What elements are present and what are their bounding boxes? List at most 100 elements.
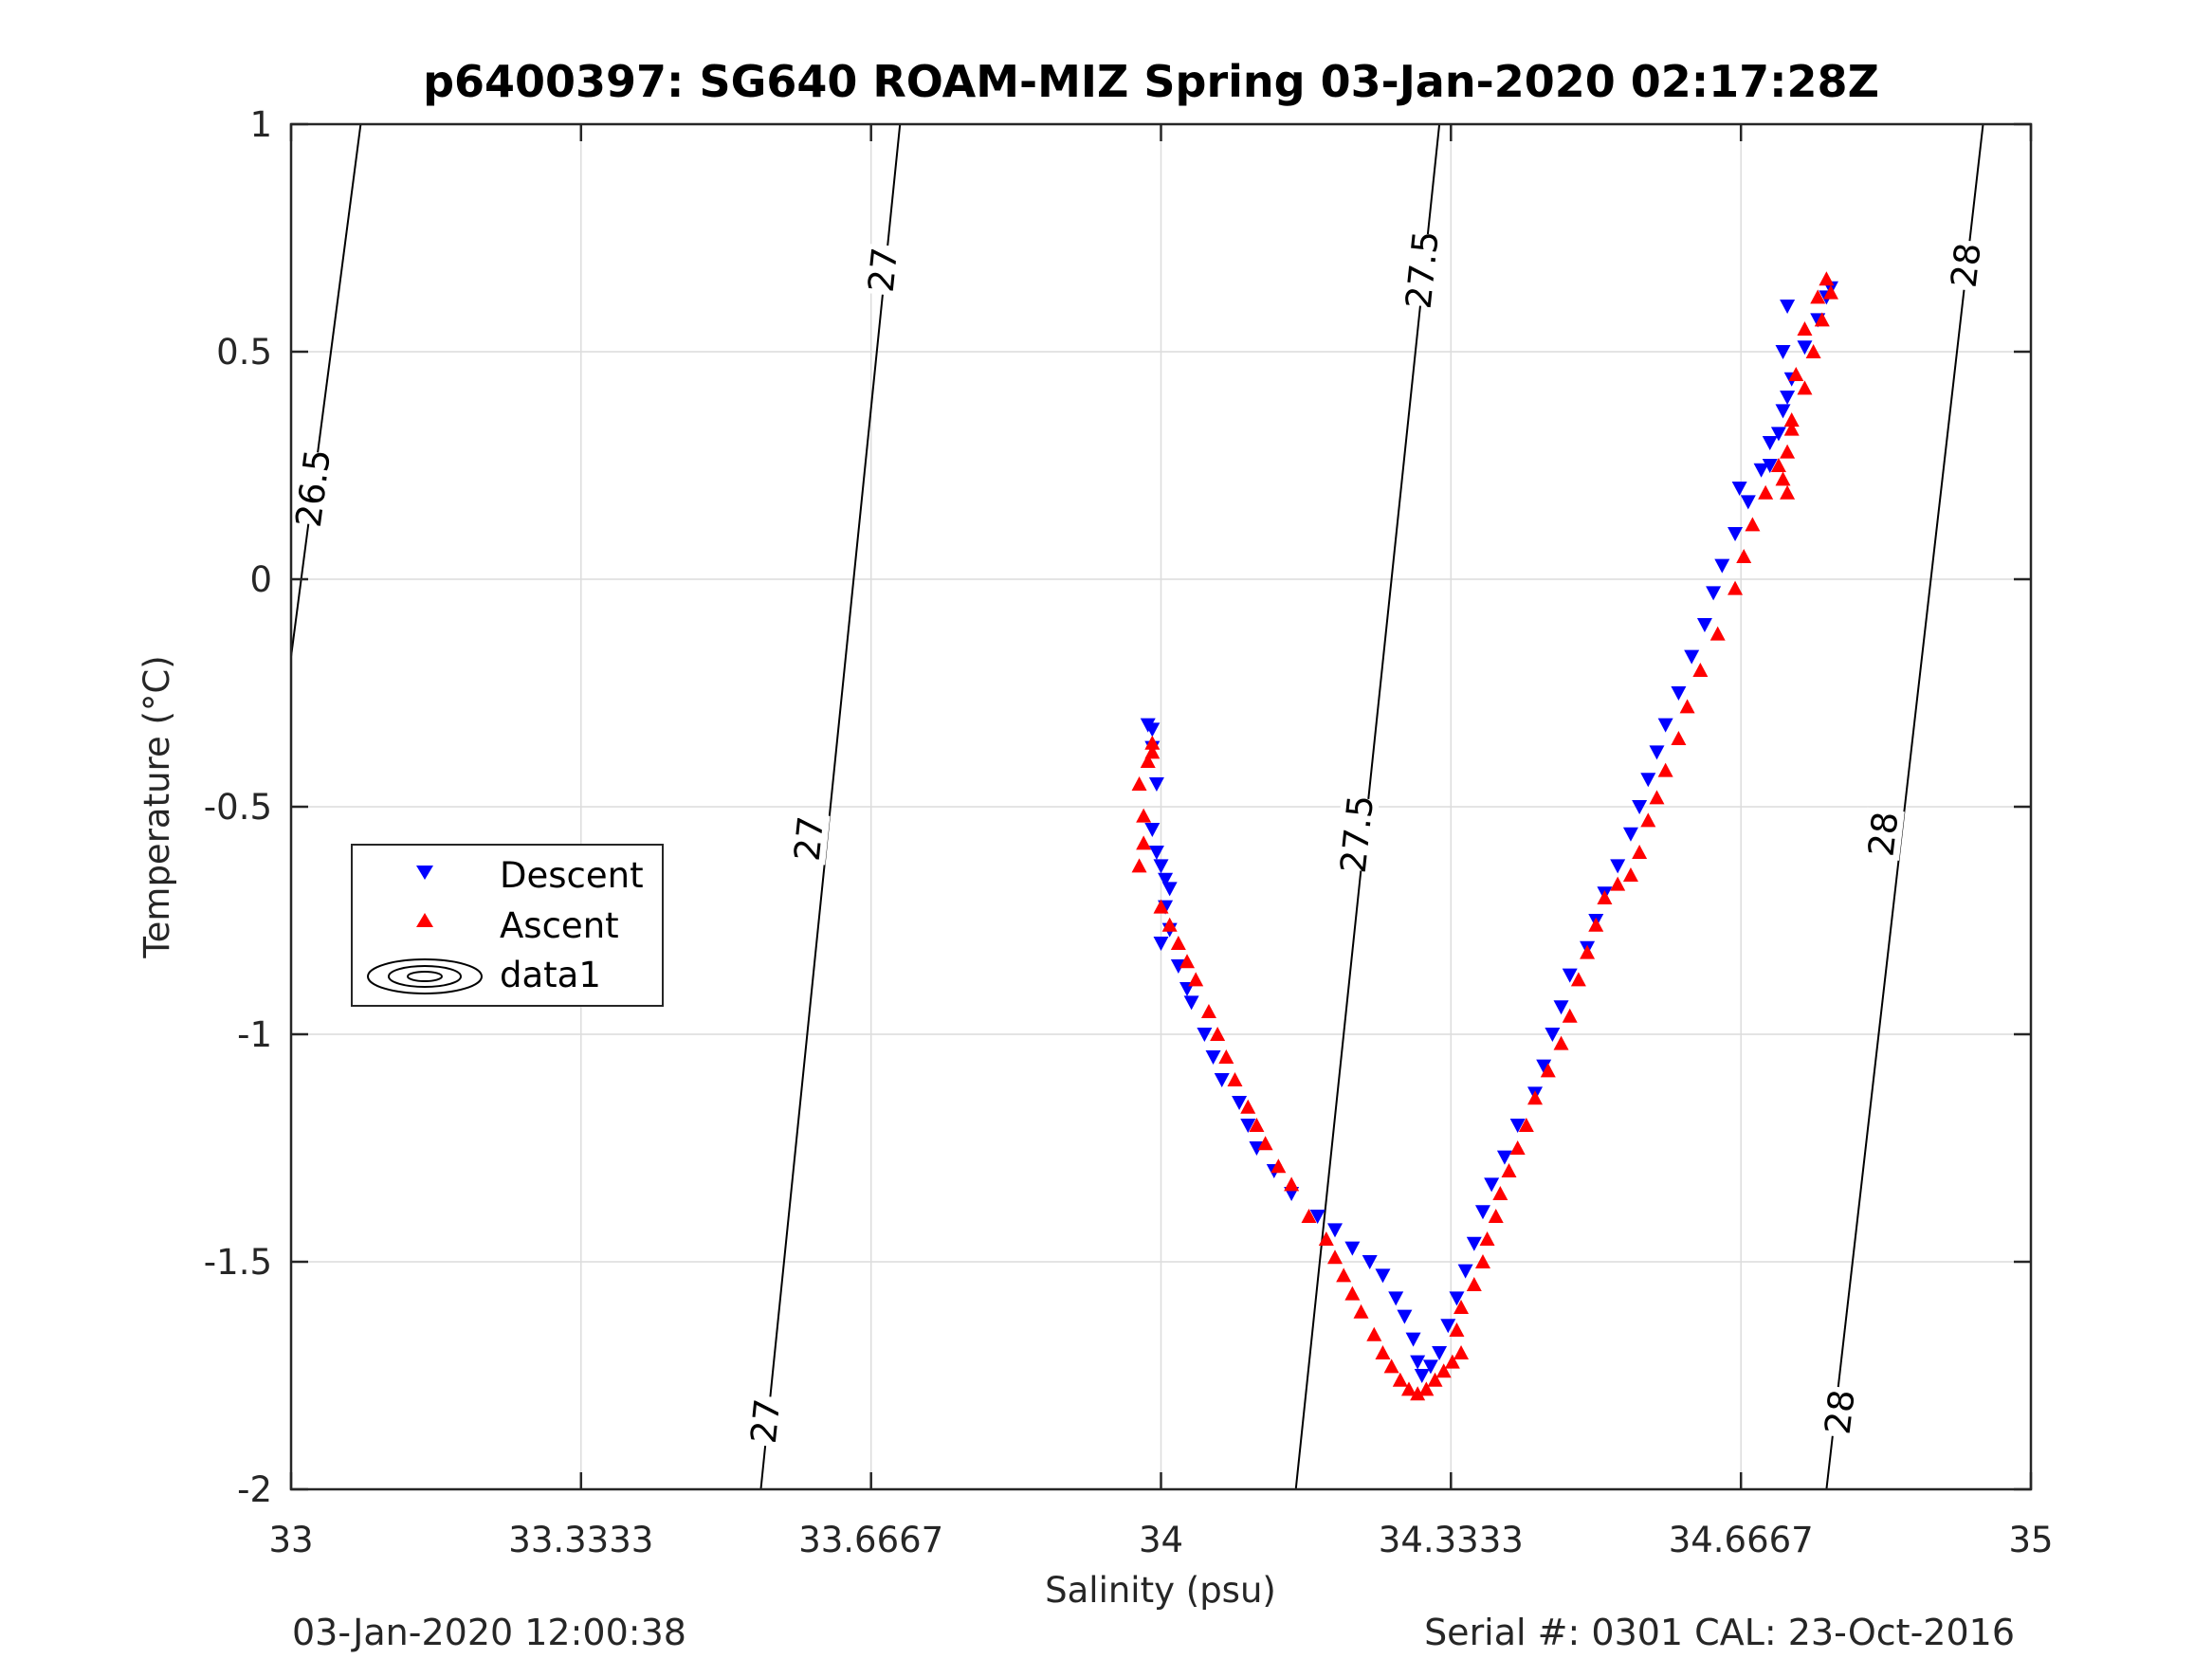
descent-marker	[1214, 1073, 1230, 1087]
descent-marker	[1148, 777, 1164, 792]
x-tick-label: 35	[2008, 1520, 2053, 1560]
descent-marker	[1684, 649, 1700, 665]
ascent-marker	[1218, 1049, 1234, 1064]
ascent-marker	[1610, 876, 1626, 891]
svg-text:28: 28	[1818, 1388, 1863, 1437]
ascent-marker	[1249, 1118, 1265, 1132]
descent-marker	[1161, 882, 1178, 897]
descent-marker	[1375, 1268, 1391, 1284]
ascent-marker	[1622, 867, 1638, 882]
ascent-marker	[1758, 484, 1774, 500]
descent-marker	[1183, 995, 1199, 1011]
ascent-marker	[1170, 936, 1186, 950]
density-contour-label: 27	[861, 243, 906, 297]
descent-marker	[1362, 1255, 1378, 1269]
descent-marker	[1728, 527, 1744, 541]
descent-marker	[1153, 859, 1169, 874]
ascent-marker	[1136, 835, 1152, 850]
ascent-marker	[1210, 1027, 1226, 1041]
density-contour-label: 27	[743, 1395, 788, 1448]
y-tick-label: -0.5	[204, 787, 272, 828]
ascent-marker	[1383, 1358, 1399, 1374]
svg-text:27: 27	[861, 246, 906, 294]
legend: Descent Ascent data1	[351, 844, 664, 1007]
y-tick-label: 0	[249, 559, 272, 600]
ascent-marker	[1418, 1381, 1435, 1396]
descent-marker	[1649, 745, 1665, 760]
density-contour-label: 28	[1944, 238, 1989, 292]
x-axis-label: Salinity (psu)	[1045, 1570, 1276, 1611]
footer-timestamp: 03-Jan-2020 12:00:38	[292, 1612, 686, 1653]
descent-marker	[1422, 1359, 1438, 1375]
legend-descent-label: Descent	[500, 855, 644, 896]
descent-marker	[1144, 722, 1161, 738]
density-contour-line	[759, 123, 902, 1490]
descent-series	[1140, 281, 1838, 1383]
descent-marker	[1205, 1050, 1221, 1065]
ascent-marker	[1453, 1345, 1470, 1359]
svg-text:27.5: 27.5	[1333, 793, 1381, 875]
y-axis-label: Temperature (°C)	[137, 655, 177, 958]
ascent-marker	[1271, 1158, 1287, 1174]
density-contour-line	[290, 123, 362, 657]
ascent-marker	[1188, 972, 1204, 987]
ascent-marker	[1466, 1277, 1482, 1291]
ascent-marker	[1797, 380, 1813, 395]
descent-marker	[1775, 404, 1791, 419]
descent-marker	[1562, 968, 1578, 983]
ascent-series	[1131, 271, 1838, 1401]
descent-marker	[1640, 773, 1656, 788]
descent-marker	[1484, 1177, 1500, 1193]
y-tick-label: -1	[237, 1014, 272, 1055]
ascent-marker	[1140, 754, 1156, 768]
ascent-marker	[1783, 421, 1800, 436]
ascent-marker	[1770, 458, 1786, 472]
density-contours: 26.5 27 27 27 27.5 27.5 28 28 28	[288, 123, 1989, 1490]
footer-serial-cal: Serial #: 0301 CAL: 23-Oct-2016	[1424, 1612, 2015, 1653]
descent-marker	[1780, 300, 1796, 314]
descent-marker	[1457, 1264, 1473, 1279]
ascent-marker	[1692, 663, 1709, 677]
ascent-marker	[1492, 1186, 1508, 1200]
ascent-marker	[1240, 1099, 1256, 1114]
descent-marker	[1775, 345, 1791, 359]
ascent-marker	[1336, 1267, 1352, 1283]
ascent-marker	[1479, 1231, 1495, 1246]
legend-contour-icon	[367, 958, 483, 994]
ascent-marker	[1488, 1209, 1504, 1223]
descent-marker	[1671, 686, 1687, 701]
ascent-marker	[1427, 1372, 1443, 1387]
ascent-marker	[1144, 744, 1161, 759]
ascent-marker	[1788, 367, 1804, 381]
density-contour-label: 28	[1818, 1385, 1863, 1439]
svg-text:27.5: 27.5	[1398, 228, 1447, 310]
descent-marker	[1731, 482, 1747, 496]
ascent-marker	[1301, 1209, 1317, 1223]
descent-marker	[1466, 1236, 1482, 1251]
ascent-marker	[1632, 845, 1648, 859]
ascent-marker	[1553, 1035, 1569, 1050]
ascent-marker	[1257, 1136, 1273, 1151]
ascent-marker	[1161, 917, 1178, 932]
grid	[291, 124, 2031, 1489]
legend-descent-marker	[416, 866, 433, 880]
ascent-marker	[1474, 1254, 1490, 1268]
ascent-marker	[1344, 1285, 1361, 1301]
descent-marker	[1780, 391, 1796, 405]
descent-marker	[1770, 427, 1786, 442]
ascent-marker	[1227, 1072, 1243, 1086]
ascent-marker	[1562, 1008, 1578, 1023]
ascent-marker	[1509, 1140, 1526, 1155]
legend-data1-label: data1	[500, 955, 601, 995]
descent-marker	[1657, 718, 1673, 733]
descent-marker	[1762, 436, 1778, 450]
ascent-marker	[1131, 858, 1147, 873]
ascent-marker	[1410, 1386, 1426, 1401]
svg-text:28: 28	[1860, 810, 1906, 859]
x-tick-label: 33.6667	[798, 1520, 943, 1560]
descent-marker	[1344, 1241, 1361, 1256]
x-tick-label: 34	[1139, 1520, 1183, 1560]
ascent-marker	[1709, 626, 1726, 641]
descent-marker	[1797, 340, 1813, 356]
